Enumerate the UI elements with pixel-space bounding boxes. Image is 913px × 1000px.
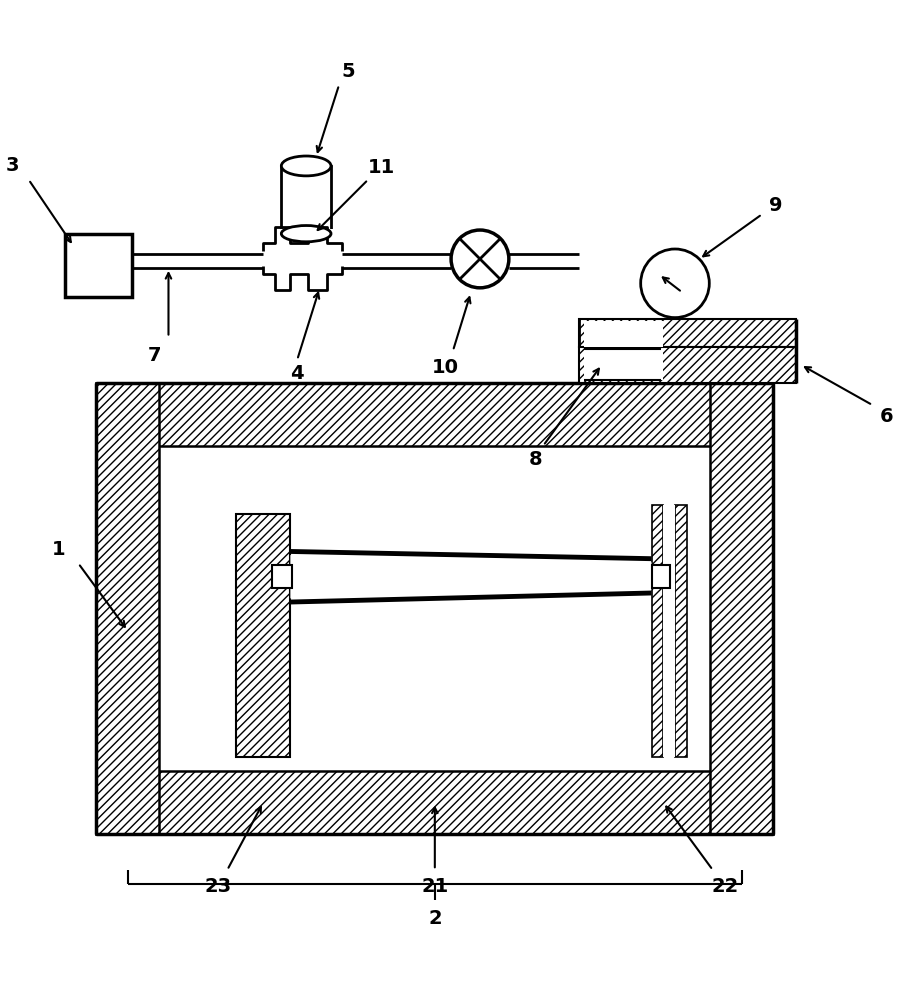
Circle shape [451,230,509,288]
Bar [272,565,292,588]
Text: 1: 1 [51,540,65,559]
Ellipse shape [281,156,331,176]
Text: 11: 11 [368,158,395,177]
Bar [663,505,675,757]
Text: 5: 5 [341,62,355,81]
Bar [236,514,290,757]
Bar [265,229,341,288]
Text: 23: 23 [205,877,232,896]
Bar [96,383,160,834]
Text: 2: 2 [428,909,442,928]
Bar [675,505,687,757]
Bar [583,349,663,380]
Bar [96,771,773,834]
Text: 8: 8 [530,450,542,469]
Text: 7: 7 [148,346,162,365]
Text: 21: 21 [421,877,448,896]
Bar [96,383,773,446]
Bar [281,166,331,234]
Ellipse shape [281,226,331,242]
Text: 6: 6 [879,407,893,426]
Text: 22: 22 [711,877,739,896]
Bar [579,347,796,383]
Circle shape [641,249,709,318]
Bar [579,319,796,347]
Text: 3: 3 [5,156,19,175]
Bar [710,383,773,834]
Polygon shape [290,555,652,598]
Bar [65,234,132,297]
Text: 4: 4 [290,364,304,383]
Bar [652,505,663,757]
Text: 10: 10 [432,358,459,377]
Text: 9: 9 [769,196,782,215]
Bar [652,565,669,588]
Bar [583,321,663,347]
Bar [160,446,710,771]
